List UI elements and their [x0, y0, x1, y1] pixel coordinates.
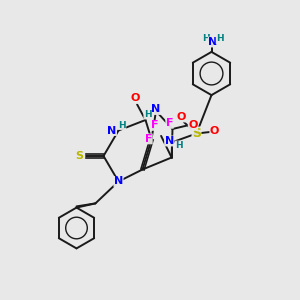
- Text: F: F: [145, 134, 152, 144]
- Text: H: H: [118, 121, 126, 130]
- Text: H: H: [216, 34, 224, 43]
- Text: O: O: [130, 93, 140, 103]
- Text: N: N: [208, 37, 217, 47]
- Text: H: H: [202, 34, 210, 43]
- Text: H: H: [144, 110, 152, 119]
- Text: S: S: [76, 151, 83, 161]
- Text: H: H: [175, 141, 183, 150]
- Text: O: O: [176, 112, 186, 122]
- Text: N: N: [165, 136, 174, 146]
- Text: F: F: [166, 118, 173, 128]
- Text: S: S: [192, 127, 201, 140]
- Text: N: N: [114, 176, 123, 187]
- Text: O: O: [188, 120, 198, 130]
- Text: N: N: [152, 104, 160, 115]
- Text: F: F: [151, 120, 158, 130]
- Text: O: O: [210, 125, 219, 136]
- Text: N: N: [107, 125, 116, 136]
